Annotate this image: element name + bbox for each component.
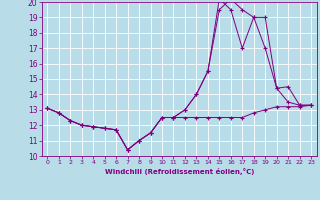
X-axis label: Windchill (Refroidissement éolien,°C): Windchill (Refroidissement éolien,°C) [105,168,254,175]
